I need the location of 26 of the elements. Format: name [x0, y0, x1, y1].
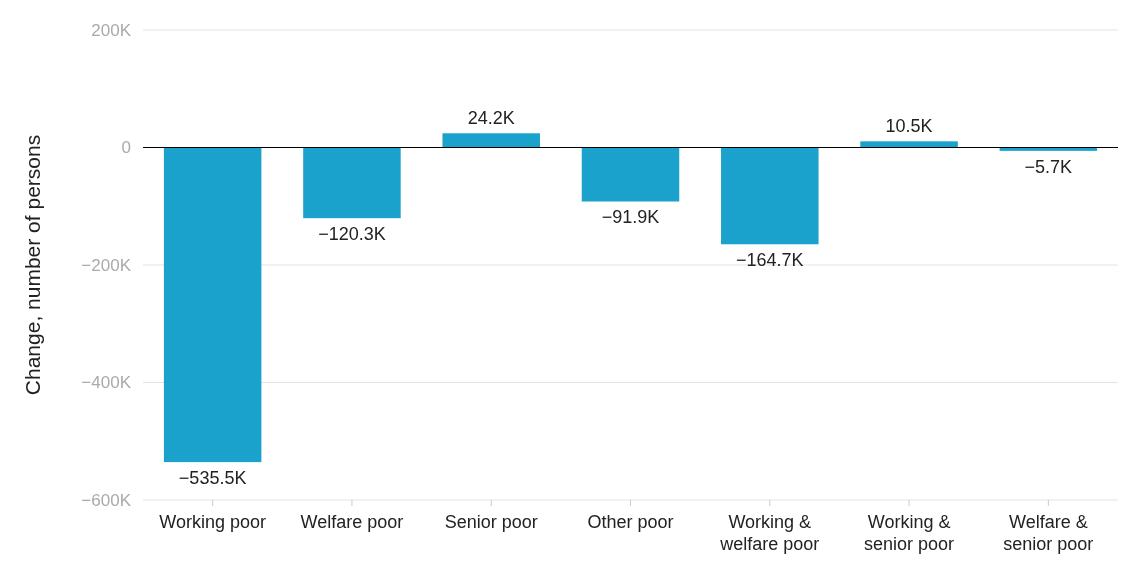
bar: [860, 141, 958, 148]
data-label: −5.7K: [1024, 156, 1073, 177]
data-label: −91.9K: [601, 207, 660, 228]
y-tick-label: 0: [121, 138, 131, 158]
data-label: 10.5K: [885, 116, 933, 137]
bar: [163, 147, 262, 463]
data-label: −535.5K: [178, 468, 247, 489]
bar: [303, 147, 401, 219]
data-label: 24.2K: [467, 108, 515, 129]
data-label: −120.3K: [318, 224, 386, 245]
bar: [721, 147, 819, 245]
x-tick-label: Other poor: [587, 512, 674, 532]
x-tick-label: Working & senior poor: [864, 512, 955, 554]
x-tick-label: Working poor: [159, 512, 267, 532]
y-tick-label: −400K: [81, 373, 132, 393]
y-tick-label: −600K: [81, 490, 132, 510]
x-tick-label: Welfare & senior poor: [1003, 512, 1094, 554]
data-label: −164.7K: [736, 250, 804, 271]
bar: [442, 133, 540, 148]
x-tick-label: Working & welfare poor: [719, 512, 820, 554]
x-tick-label: Senior poor: [444, 512, 538, 532]
y-tick-label: 200K: [91, 20, 132, 40]
y-axis-title: Change, number of persons: [21, 134, 44, 396]
y-tick-label: −200K: [81, 255, 132, 275]
x-tick-label: Welfare poor: [300, 512, 404, 532]
bar: [581, 147, 680, 202]
